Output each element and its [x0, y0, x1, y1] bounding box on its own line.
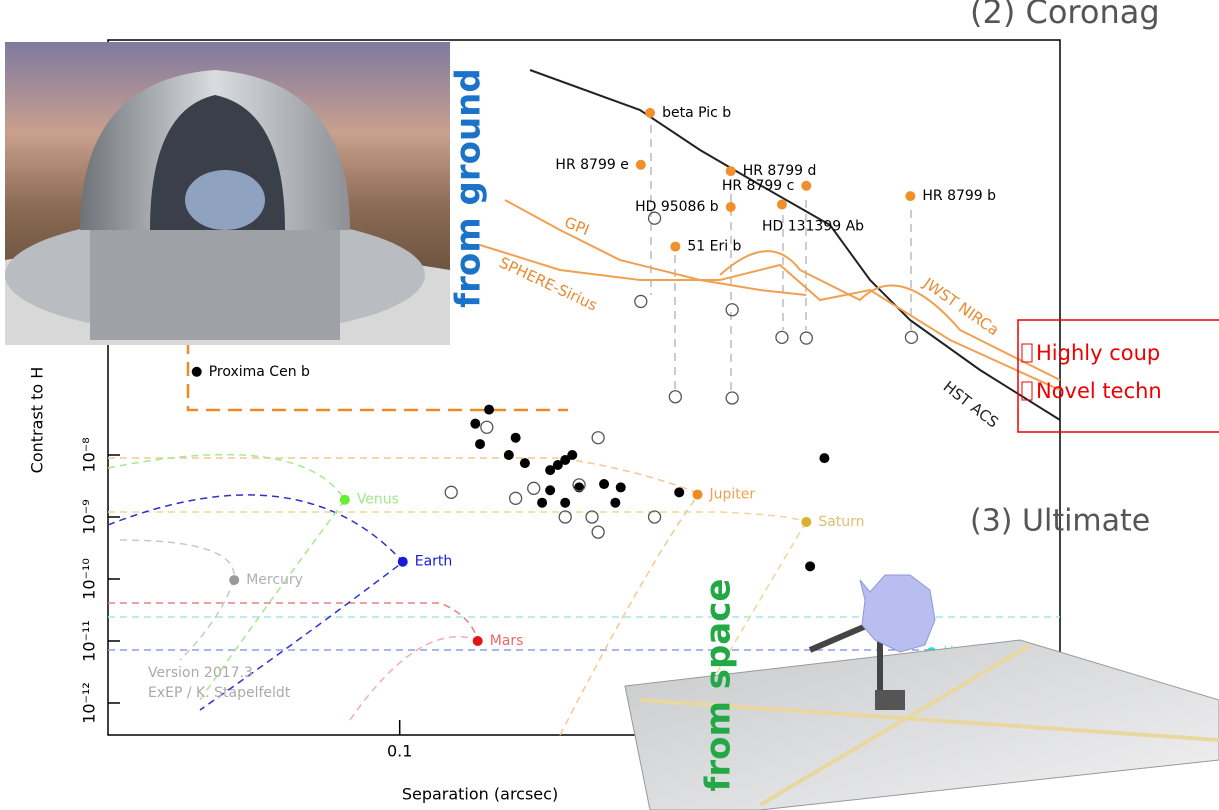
y-tick-label: 10⁻¹⁰ [80, 558, 99, 600]
data-point [670, 241, 681, 252]
x-axis-label: Separation (arcsec) [402, 785, 558, 804]
point-label: Mars [490, 633, 524, 649]
data-point [545, 465, 556, 476]
marks: 10⁻¹² 10⁻¹¹ 10⁻¹⁰ 10⁻⁹ 10⁻⁸ 0.1 beta Pic b HR 8… [80, 105, 997, 761]
data-point [647, 211, 662, 225]
data-point [801, 517, 812, 528]
data-point [519, 458, 530, 469]
y-tick-label: 10⁻⁸ [80, 437, 99, 472]
point-label: Jupiter [708, 487, 755, 503]
data-point [545, 485, 556, 496]
data-point [567, 450, 578, 461]
point-label: Proxima Cen b [209, 364, 310, 380]
credit-note: ExEP / K. Stapelfeldt [148, 685, 291, 701]
data-point [634, 294, 648, 309]
telescope-photo [5, 42, 450, 345]
data-point [191, 366, 202, 377]
contrast-curves [479, 69, 1061, 421]
data-point [484, 404, 495, 415]
data-point [585, 510, 599, 524]
y-tick-label: 10⁻¹² [80, 682, 99, 724]
data-point [527, 481, 541, 495]
callout-item: Highly coup [1036, 341, 1160, 365]
data-point [572, 478, 586, 492]
ground-label: from ground [449, 68, 489, 307]
starshade-render [624, 574, 1219, 810]
data-point [725, 202, 736, 213]
callout: Highly coup Novel techn [1017, 319, 1219, 433]
y-tick-label: 10⁻¹¹ [80, 620, 99, 662]
data-point [591, 525, 605, 539]
x-tick-label: 0.1 [387, 742, 412, 761]
data-point [560, 455, 571, 466]
curve-label: GPI [562, 213, 592, 239]
y-axis-label: Contrast to H [28, 367, 47, 474]
data-point [776, 199, 787, 210]
data-point [591, 431, 605, 445]
data-point [599, 479, 610, 490]
data-point [647, 510, 662, 524]
data-point [610, 497, 621, 508]
data-point [674, 487, 685, 498]
data-point [503, 450, 514, 461]
data-point [805, 561, 816, 572]
data-point [645, 107, 656, 118]
point-label: Saturn [818, 514, 864, 530]
data-point [904, 330, 919, 345]
point-label: Earth [415, 554, 453, 570]
data-point [537, 497, 548, 508]
curve-label: HST ACS [940, 378, 1002, 432]
data-point [444, 485, 458, 499]
callout-item: Novel techn [1036, 379, 1162, 403]
projection-lines [650, 125, 912, 390]
data-point [558, 510, 572, 524]
data-point [229, 575, 240, 586]
point-label: HR 8799 c [722, 178, 794, 194]
data-point [397, 556, 408, 567]
point-label: beta Pic b [662, 105, 731, 121]
version-note: Version 2017.3 [148, 665, 253, 681]
data-point [775, 330, 789, 345]
data-point [339, 494, 350, 505]
point-label: Mercury [246, 572, 303, 588]
point-label: Venus [357, 492, 399, 508]
point-label: 51 Eri b [687, 239, 741, 255]
heading: (3) Ultimate [970, 504, 1150, 539]
data-point [470, 418, 481, 429]
data-point [801, 180, 812, 191]
point-label: HD 131399 Ab [762, 218, 864, 234]
data-point [615, 482, 626, 493]
heading: (2) Coronag [970, 0, 1160, 31]
data-point [799, 331, 813, 345]
point-label: HR 8799 e [555, 157, 628, 173]
data-point [905, 191, 916, 202]
data-point [480, 420, 494, 434]
data-point [475, 439, 486, 450]
data-point [692, 489, 703, 500]
data-point [635, 159, 646, 170]
data-point [725, 166, 736, 177]
point-label: HD 95086 b [635, 199, 719, 215]
data-point [725, 391, 739, 405]
data-point [510, 432, 521, 443]
data-point [560, 497, 571, 508]
data-point [508, 491, 523, 505]
data-point [725, 303, 739, 317]
data-point [819, 453, 830, 464]
plot-frame [107, 39, 1061, 736]
point-label: HR 8799 d [743, 163, 817, 179]
space-label: from space [699, 579, 739, 792]
curve-label: SPHERE-Sirius [496, 253, 600, 314]
point-label: HR 8799 b [922, 188, 996, 204]
data-point [668, 390, 682, 404]
data-point [472, 635, 483, 646]
y-tick-label: 10⁻⁹ [80, 499, 99, 534]
data-point [552, 459, 563, 470]
